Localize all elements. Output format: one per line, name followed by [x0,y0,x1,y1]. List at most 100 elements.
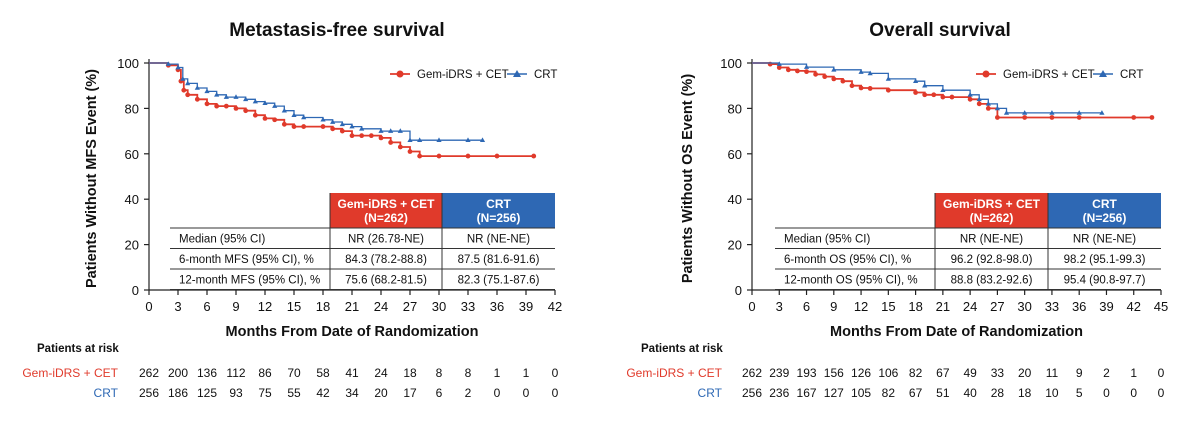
at-risk-count: 11 [1046,366,1059,380]
censor-mark-triangle [180,76,186,81]
censor-mark-triangle [194,85,200,90]
censor-mark-circle [913,90,918,95]
at-risk-count: 6 [436,386,443,400]
at-risk-count: 2 [465,386,472,400]
at-risk-count: 2 [1103,366,1110,380]
censor-mark-triangle [397,128,403,133]
x-tick-label: 21 [345,299,359,314]
at-risk-count: 8 [436,366,443,380]
at-risk-count: 9 [1076,366,1083,380]
at-risk-count: 0 [1158,366,1165,380]
censor-mark-triangle [349,123,355,129]
censor-mark-circle [1076,115,1082,120]
chart-title: Overall survival [869,20,1011,41]
x-tick-label: 15 [881,299,895,314]
at-risk-count: 40 [963,386,977,400]
y-tick-label: 20 [125,238,139,253]
y-axis-label: Patients Without OS Event (%) [680,74,696,283]
at-risk-count: 82 [909,366,923,380]
at-risk-count: 33 [991,366,1005,380]
censor-mark-triangle [388,128,394,133]
table-cell: NR (NE-NE) [960,234,1023,246]
at-risk-count: 0 [552,386,559,400]
censor-mark-triangle [339,121,345,127]
censor-mark-circle [849,83,855,89]
censor-mark-circle [531,153,537,159]
at-risk-count: 125 [197,386,217,400]
censor-mark-circle [885,87,891,93]
table-cell: 87.5 (81.6-91.6) [458,254,540,266]
censor-mark-circle [397,144,403,150]
table-cell: NR (26.78-NE) [348,234,424,246]
censor-mark-circle [1131,115,1137,120]
censor-mark-circle [330,126,336,132]
at-risk-count: 67 [909,386,923,400]
censor-mark-triangle [330,119,336,124]
at-risk-count: 0 [494,386,501,400]
censor-mark-triangle [479,137,486,142]
x-tick-label: 18 [316,299,330,314]
at-risk-count: 0 [1130,386,1137,400]
censor-mark-triangle [281,107,287,113]
at-risk-count: 10 [1045,386,1059,400]
y-axis-label: Patients Without MFS Event (%) [84,69,100,288]
censor-mark-triangle [913,78,919,83]
at-risk-heading: Patients at risk [641,343,723,355]
y-tick-label: 100 [117,56,139,71]
y-tick-label: 60 [728,147,742,162]
at-risk-count: 28 [991,386,1005,400]
censor-mark-circle [985,106,991,111]
censor-mark-circle [185,92,191,98]
at-risk-count: 86 [258,366,272,380]
censor-mark-triangle [1099,110,1105,115]
censor-mark-triangle [320,116,326,122]
legend: Gem-iDRS + CET CRT [976,69,1143,81]
table-row-label: Median (95% CI) [179,234,265,246]
summary-table: Gem-iDRS + CET (N=262) CRT (N=256) Median (9… [170,193,555,290]
censor-mark-circle [967,96,973,102]
censor-mark-triangle [233,94,239,99]
y-tick-label: 60 [125,147,139,162]
table-cell: 84.3 (78.2-88.8) [345,254,427,266]
y-tick-label: 100 [720,56,742,71]
at-risk-count: 93 [229,386,243,400]
censor-mark-triangle [976,96,982,102]
censor-mark-triangle [185,80,191,86]
x-tick-label: 42 [1126,299,1140,314]
censor-mark-circle [407,149,413,154]
at-risk-count: 126 [851,366,871,380]
table-cell: 75.6 (68.2-81.5) [345,275,427,287]
at-risk-heading: Patients at risk [37,343,119,355]
x-tick-label: 0 [145,299,152,314]
x-axis-label: Months From Date of Randomization [226,324,479,340]
table-header-label: CRT (N=256) [1083,197,1127,225]
table-header-label: Gem-iDRS + CET (N=262) [943,197,1041,225]
x-tick-label: 3 [776,299,783,314]
at-risk-row-label: Gem-iDRS + CET [22,366,118,380]
at-risk-count: 41 [345,366,359,380]
censor-mark-triangle [301,114,307,120]
y-tick-label: 40 [125,192,139,207]
censor-mark-triangle [831,67,837,72]
at-risk-count: 136 [197,366,217,380]
censor-mark-circle [494,153,500,159]
x-tick-label: 12 [258,299,272,314]
x-tick-label: 21 [936,299,950,314]
x-tick-label: 30 [432,299,446,314]
table-cell: 96.2 (92.8-98.0) [951,254,1033,266]
censor-mark-circle [223,103,229,109]
censor-mark-triangle [967,91,973,97]
censor-mark-circle [465,153,471,159]
at-risk-count: 51 [936,386,950,400]
censor-mark-circle [1149,115,1155,120]
censor-mark-circle [194,96,200,102]
table-cell: 82.3 (75.1-87.6) [458,275,540,287]
x-tick-label: 27 [990,299,1004,314]
censor-mark-triangle [417,137,423,142]
x-tick-label: 9 [232,299,239,314]
y-tick-label: 40 [728,192,742,207]
